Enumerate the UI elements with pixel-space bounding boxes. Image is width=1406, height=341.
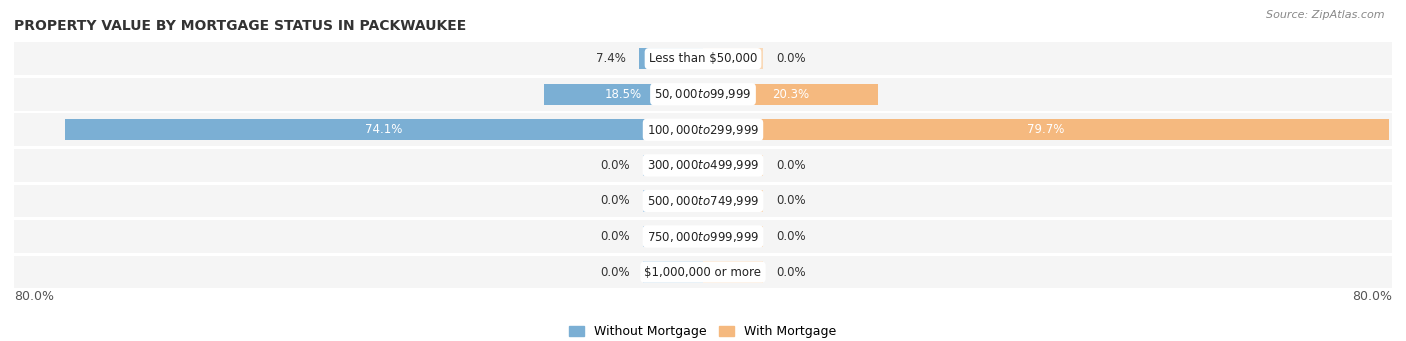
Bar bbox=[703, 155, 763, 176]
Text: 0.0%: 0.0% bbox=[776, 194, 806, 207]
Bar bbox=[643, 155, 703, 176]
Bar bbox=[14, 42, 1392, 75]
Text: $300,000 to $499,999: $300,000 to $499,999 bbox=[647, 158, 759, 173]
Bar bbox=[14, 78, 1392, 110]
Bar bbox=[640, 48, 703, 69]
Bar bbox=[703, 262, 763, 283]
Text: 0.0%: 0.0% bbox=[776, 159, 806, 172]
Text: 80.0%: 80.0% bbox=[14, 290, 53, 303]
Text: 7.4%: 7.4% bbox=[596, 52, 626, 65]
Text: $500,000 to $749,999: $500,000 to $749,999 bbox=[647, 194, 759, 208]
Bar bbox=[703, 119, 1389, 140]
Bar bbox=[643, 226, 703, 247]
Text: 20.3%: 20.3% bbox=[772, 88, 808, 101]
Bar bbox=[14, 184, 1392, 217]
Text: 0.0%: 0.0% bbox=[600, 230, 630, 243]
Bar bbox=[703, 190, 763, 212]
Bar bbox=[703, 226, 763, 247]
Text: 80.0%: 80.0% bbox=[1353, 290, 1392, 303]
Text: 0.0%: 0.0% bbox=[776, 230, 806, 243]
Bar bbox=[14, 149, 1392, 182]
Bar bbox=[703, 48, 763, 69]
Bar bbox=[703, 84, 877, 105]
Bar bbox=[643, 262, 703, 283]
Legend: Without Mortgage, With Mortgage: Without Mortgage, With Mortgage bbox=[569, 325, 837, 338]
Text: $50,000 to $99,999: $50,000 to $99,999 bbox=[654, 87, 752, 101]
Text: 74.1%: 74.1% bbox=[366, 123, 402, 136]
Bar bbox=[14, 256, 1392, 288]
Text: Less than $50,000: Less than $50,000 bbox=[648, 52, 758, 65]
Text: 0.0%: 0.0% bbox=[776, 266, 806, 279]
Text: 0.0%: 0.0% bbox=[600, 194, 630, 207]
Text: 79.7%: 79.7% bbox=[1028, 123, 1064, 136]
Text: $1,000,000 or more: $1,000,000 or more bbox=[644, 266, 762, 279]
Text: 0.0%: 0.0% bbox=[600, 159, 630, 172]
Text: Source: ZipAtlas.com: Source: ZipAtlas.com bbox=[1267, 10, 1385, 20]
Text: 0.0%: 0.0% bbox=[600, 266, 630, 279]
Text: 18.5%: 18.5% bbox=[605, 88, 643, 101]
Text: $100,000 to $299,999: $100,000 to $299,999 bbox=[647, 123, 759, 137]
Text: $750,000 to $999,999: $750,000 to $999,999 bbox=[647, 229, 759, 243]
Bar bbox=[14, 114, 1392, 146]
Bar bbox=[544, 84, 703, 105]
Bar bbox=[643, 190, 703, 212]
Text: PROPERTY VALUE BY MORTGAGE STATUS IN PACKWAUKEE: PROPERTY VALUE BY MORTGAGE STATUS IN PAC… bbox=[14, 19, 467, 33]
Bar bbox=[14, 220, 1392, 253]
Bar bbox=[65, 119, 703, 140]
Text: 0.0%: 0.0% bbox=[776, 52, 806, 65]
